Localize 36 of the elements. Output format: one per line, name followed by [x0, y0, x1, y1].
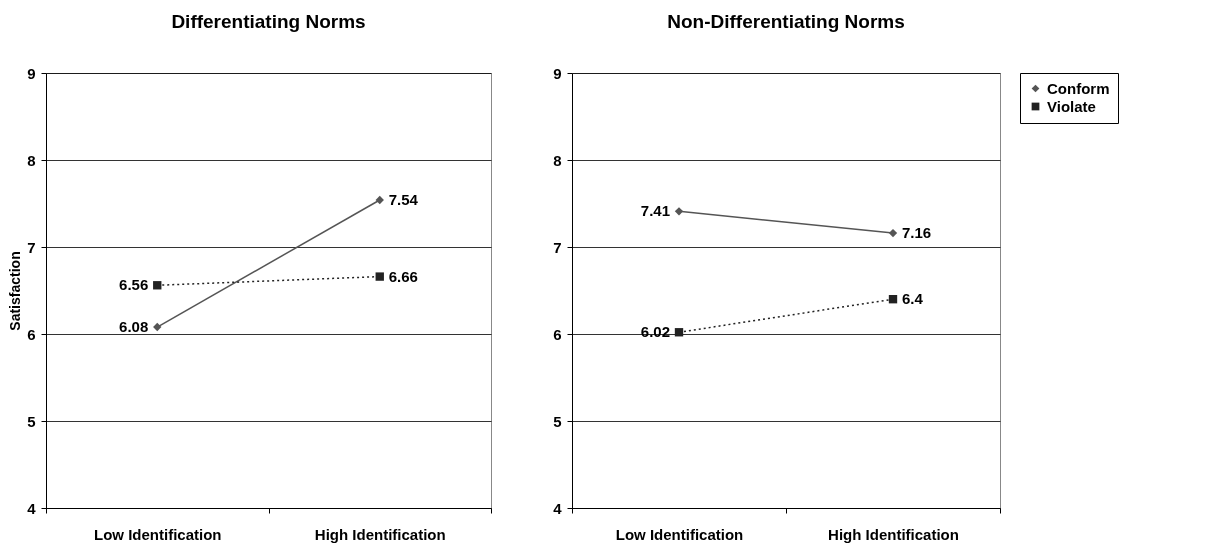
- y-tick-label: 7: [553, 238, 562, 256]
- data-label: 6.4: [902, 290, 924, 308]
- y-tick-label: 9: [27, 64, 36, 82]
- y-axis-title: Satisfaction: [7, 251, 24, 331]
- data-label: 6.08: [119, 318, 149, 336]
- legend-label: Conform: [1047, 79, 1110, 97]
- point: [375, 272, 384, 281]
- x-tick-label: High Identification: [828, 525, 959, 543]
- data-label: 7.41: [640, 202, 670, 220]
- y-tick-label: 6: [553, 325, 562, 343]
- x-tick-label: High Identification: [314, 525, 446, 543]
- data-label: 6.66: [388, 267, 418, 285]
- y-tick-label: 6: [27, 325, 36, 343]
- point: [153, 281, 162, 290]
- point: [888, 228, 898, 238]
- y-tick-label: 5: [27, 412, 36, 430]
- data-label: 6.56: [119, 276, 149, 294]
- point: [674, 207, 684, 216]
- y-tick-label: 8: [27, 151, 36, 169]
- chart-title: Differentiating Norms: [171, 11, 366, 32]
- y-tick-label: 8: [553, 151, 562, 169]
- y-tick-label: 4: [553, 499, 563, 517]
- y-tick-label: 9: [553, 64, 562, 82]
- point: [375, 195, 384, 205]
- y-tick-label: 7: [27, 238, 36, 256]
- data-label: 7.16: [902, 224, 932, 242]
- chart-title: Non-Differentiating Norms: [667, 11, 905, 32]
- point: [888, 295, 898, 304]
- point: [674, 328, 684, 337]
- point: [153, 322, 162, 332]
- y-tick-label: 4: [27, 499, 37, 517]
- x-tick-label: Low Identification: [615, 525, 744, 543]
- data-label: 7.54: [388, 191, 419, 209]
- y-tick-label: 5: [553, 412, 562, 430]
- legend-label: Violate: [1047, 97, 1096, 115]
- x-tick-label: Low Identification: [94, 525, 222, 543]
